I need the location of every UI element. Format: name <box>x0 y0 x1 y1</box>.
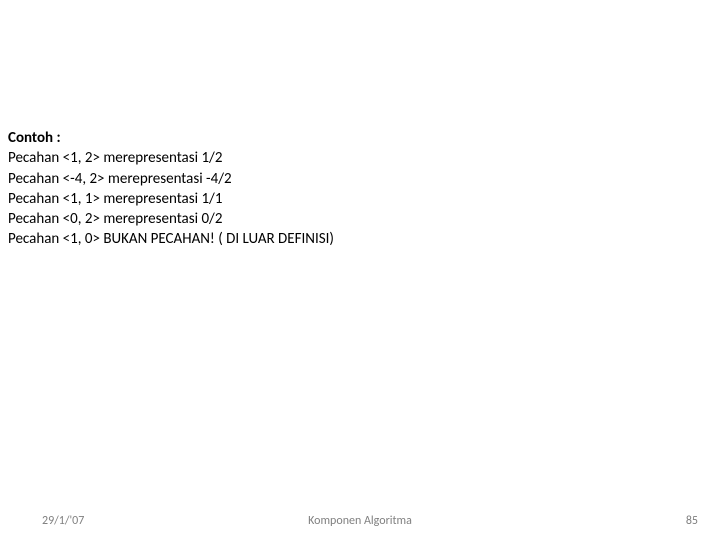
content-line: Pecahan <1, 0> BUKAN PECAHAN! ( DI LUAR … <box>8 229 334 249</box>
footer-title: Komponen Algoritma <box>308 514 412 528</box>
content-line: Pecahan <1, 2> merepresentasi 1/2 <box>8 148 334 168</box>
content-line: Pecahan <0, 2> merepresentasi 0/2 <box>8 209 334 229</box>
content-heading: Contoh : <box>8 128 334 148</box>
footer-date: 29/1/'07 <box>42 514 84 528</box>
content-line: Pecahan <-4, 2> merepresentasi -4/2 <box>8 169 334 189</box>
slide-content: Contoh : Pecahan <1, 2> merepresentasi 1… <box>8 128 334 250</box>
content-line: Pecahan <1, 1> merepresentasi 1/1 <box>8 189 334 209</box>
footer-page-number: 85 <box>686 514 698 528</box>
